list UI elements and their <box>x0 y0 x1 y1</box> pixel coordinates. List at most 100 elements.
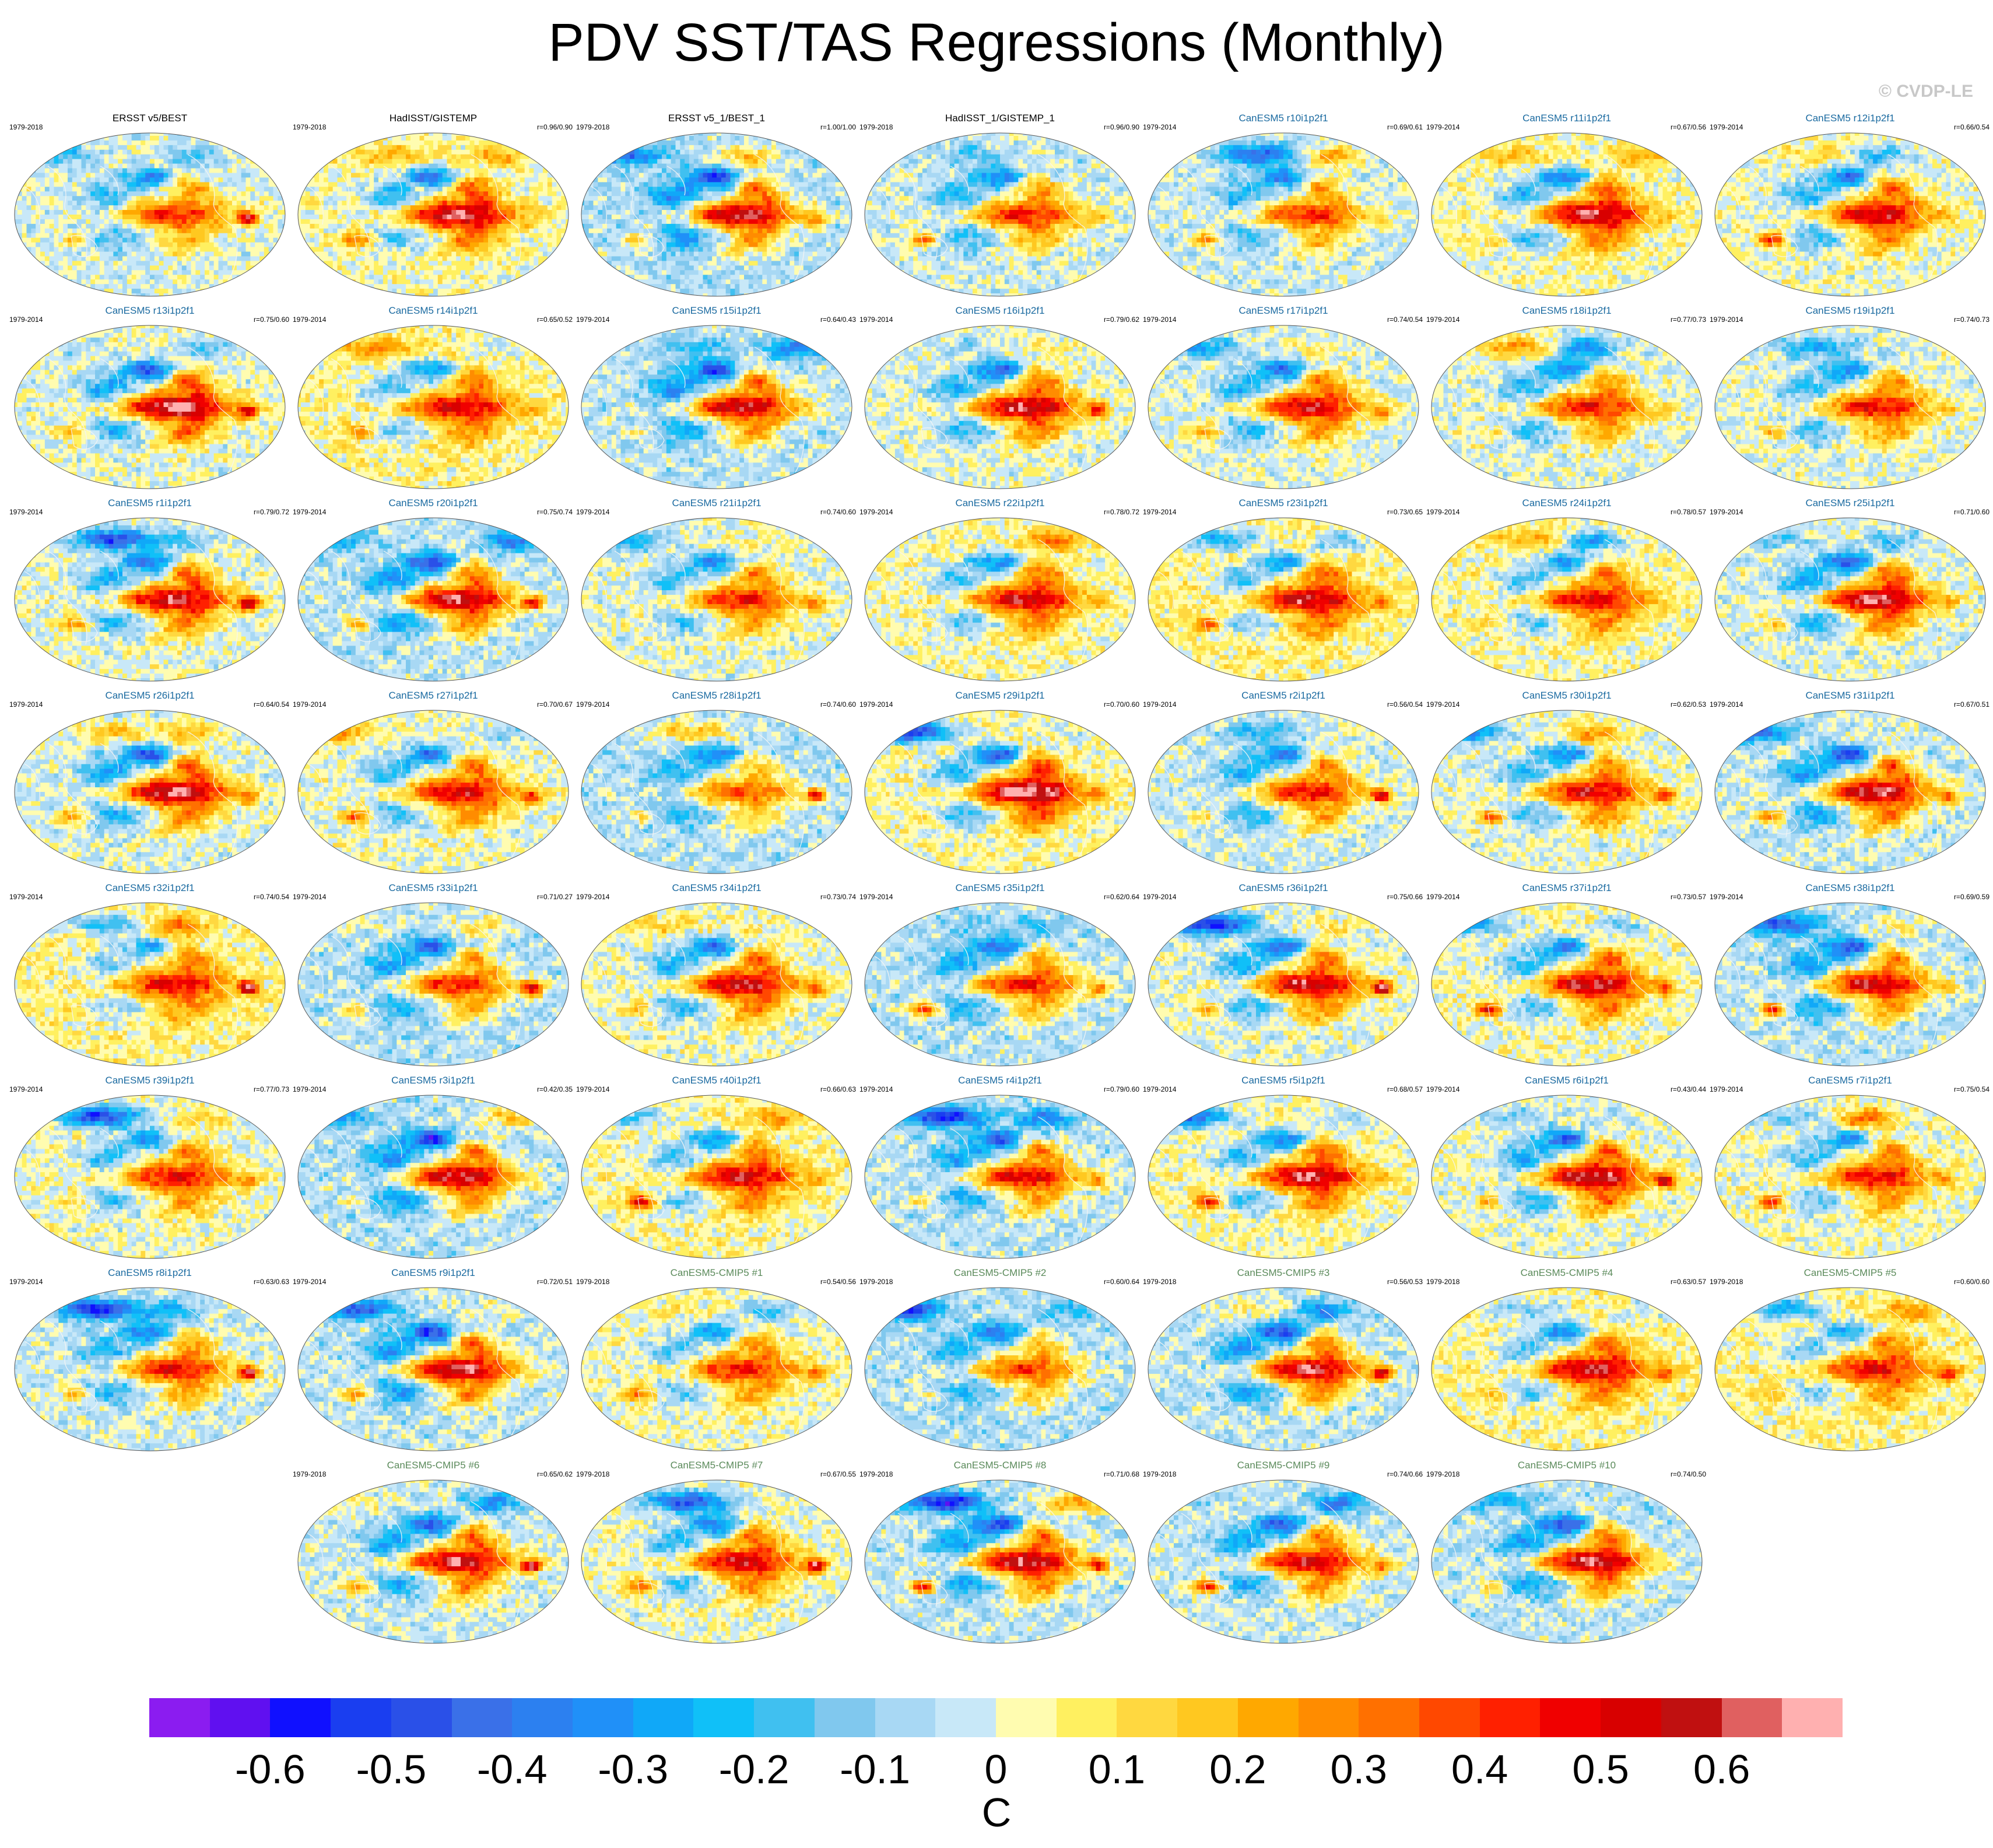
panel-correlation: r=0.77/0.73 <box>254 1085 289 1093</box>
regression-map <box>1713 516 1987 683</box>
panel-title: CanESM5-CMIP5 #5 <box>1708 1267 1992 1279</box>
panel-period: 1979-2014 <box>293 1085 326 1093</box>
map-panel: CanESM5 r13i1p2f1 1979-2014 r=0.75/0.60 <box>8 300 292 493</box>
panel-period: 1979-2014 <box>9 508 43 516</box>
map-panel: CanESM5 r36i1p2f1 1979-2014 r=0.75/0.66 <box>1142 878 1425 1070</box>
regression-map <box>580 324 854 490</box>
panel-period: 1979-2018 <box>576 1470 609 1478</box>
colorbar-tick-label: 0.4 <box>1451 1746 1508 1793</box>
regression-map <box>296 131 570 298</box>
panel-title: CanESM5 r12i1p2f1 <box>1708 113 1992 124</box>
panel-title: CanESM5 r28i1p2f1 <box>575 690 858 702</box>
regression-map <box>13 709 287 875</box>
regression-map <box>296 1286 570 1453</box>
colorbar-swatch <box>633 1698 694 1737</box>
panel-title: CanESM5 r4i1p2f1 <box>858 1075 1142 1086</box>
panel-title: CanESM5-CMIP5 #3 <box>1142 1267 1425 1279</box>
regression-map <box>1146 1093 1420 1260</box>
panel-period: 1979-2014 <box>1710 508 1743 516</box>
regression-map <box>1146 1478 1420 1645</box>
panel-period: 1979-2014 <box>576 508 609 516</box>
map-panel: CanESM5 r40i1p2f1 1979-2014 r=0.66/0.63 <box>575 1070 858 1263</box>
panel-correlation: r=0.62/0.64 <box>1104 893 1139 901</box>
colorbar-tick-label: -0.1 <box>840 1746 910 1793</box>
panel-correlation: r=0.78/0.72 <box>1104 508 1139 516</box>
regression-map <box>580 1478 854 1645</box>
panel-period: 1979-2014 <box>1143 893 1176 901</box>
regression-map <box>1146 324 1420 490</box>
regression-map <box>1713 324 1987 490</box>
panel-title: CanESM5-CMIP5 #9 <box>1142 1460 1425 1471</box>
panel-title: CanESM5 r27i1p2f1 <box>292 690 575 702</box>
panel-title: CanESM5 r8i1p2f1 <box>8 1267 292 1279</box>
colorbar-swatch <box>1177 1698 1238 1737</box>
panel-period: 1979-2018 <box>576 1278 609 1286</box>
regression-map <box>13 1286 287 1453</box>
colorbar-swatch <box>149 1698 210 1737</box>
panel-title: CanESM5 r26i1p2f1 <box>8 690 292 702</box>
panel-title: CanESM5 r7i1p2f1 <box>1708 1075 1992 1086</box>
regression-map <box>863 709 1137 875</box>
colorbar-swatch <box>1419 1698 1480 1737</box>
panel-period: 1979-2014 <box>9 315 43 324</box>
panel-period: 1979-2014 <box>1426 1085 1459 1093</box>
regression-map <box>863 131 1137 298</box>
panel-period: 1979-2014 <box>293 1278 326 1286</box>
panel-title: CanESM5 r13i1p2f1 <box>8 305 292 317</box>
colorbar-tick-label: -0.6 <box>235 1746 306 1793</box>
panel-correlation: r=0.56/0.53 <box>1387 1278 1423 1286</box>
panel-title: CanESM5-CMIP5 #2 <box>858 1267 1142 1279</box>
map-panel: CanESM5 r31i1p2f1 1979-2014 r=0.67/0.51 <box>1708 685 1992 878</box>
panel-title: CanESM5 r38i1p2f1 <box>1708 882 1992 894</box>
map-panel: CanESM5 r8i1p2f1 1979-2014 r=0.63/0.63 <box>8 1263 292 1455</box>
panel-correlation: r=0.75/0.60 <box>254 315 289 324</box>
panel-title: CanESM5 r19i1p2f1 <box>1708 305 1992 317</box>
map-panel: CanESM5 r39i1p2f1 1979-2014 r=0.77/0.73 <box>8 1070 292 1263</box>
map-panel: CanESM5 r19i1p2f1 1979-2014 r=0.74/0.73 <box>1708 300 1992 493</box>
panel-correlation: r=0.73/0.57 <box>1671 893 1706 901</box>
panel-title: CanESM5 r35i1p2f1 <box>858 882 1142 894</box>
regression-map <box>1713 709 1987 875</box>
colorbar-tick-label: 0.1 <box>1089 1746 1145 1793</box>
colorbar-tick-label: -0.5 <box>356 1746 427 1793</box>
panel-title: CanESM5-CMIP5 #6 <box>292 1460 575 1471</box>
panel-correlation: r=0.73/0.65 <box>1387 508 1423 516</box>
regression-map <box>1713 131 1987 298</box>
regression-map <box>13 131 287 298</box>
panel-title: CanESM5 r23i1p2f1 <box>1142 497 1425 509</box>
panel-title: CanESM5 r34i1p2f1 <box>575 882 858 894</box>
panel-period: 1979-2014 <box>1143 315 1176 324</box>
panel-period: 1979-2014 <box>1426 123 1459 131</box>
panel-period: 1979-2014 <box>576 315 609 324</box>
regression-map <box>1713 1286 1987 1453</box>
panel-title: CanESM5-CMIP5 #7 <box>575 1460 858 1471</box>
map-panel: CanESM5 r6i1p2f1 1979-2014 r=0.43/0.44 <box>1425 1070 1708 1263</box>
map-panel: CanESM5-CMIP5 #2 1979-2018 r=0.60/0.64 <box>858 1263 1142 1455</box>
panel-correlation: r=0.65/0.62 <box>537 1470 573 1478</box>
panel-title: CanESM5 r15i1p2f1 <box>575 305 858 317</box>
panel-correlation: r=0.63/0.63 <box>254 1278 289 1286</box>
panel-title: CanESM5-CMIP5 #10 <box>1425 1460 1708 1471</box>
map-panel: CanESM5 r25i1p2f1 1979-2014 r=0.71/0.60 <box>1708 493 1992 685</box>
panel-correlation: r=0.42/0.35 <box>537 1085 573 1093</box>
colorbar-swatch <box>391 1698 452 1737</box>
map-panel: CanESM5 r18i1p2f1 1979-2014 r=0.77/0.73 <box>1425 300 1708 493</box>
regression-map <box>1430 901 1704 1068</box>
panel-title: CanESM5 r3i1p2f1 <box>292 1075 575 1086</box>
panel-title: HadISST_1/GISTEMP_1 <box>858 113 1142 124</box>
panel-correlation: r=0.74/0.60 <box>820 700 856 709</box>
panel-period: 1979-2018 <box>576 123 609 131</box>
regression-map <box>296 901 570 1068</box>
panel-title: CanESM5 r1i1p2f1 <box>8 497 292 509</box>
panel-correlation: r=0.71/0.60 <box>1954 508 1990 516</box>
panel-period: 1979-2018 <box>1426 1278 1459 1286</box>
map-panel: CanESM5 r26i1p2f1 1979-2014 r=0.64/0.54 <box>8 685 292 878</box>
panel-title: ERSST v5_1/BEST_1 <box>575 113 858 124</box>
regression-map <box>1430 1478 1704 1645</box>
panel-title: CanESM5 r32i1p2f1 <box>8 882 292 894</box>
panel-title: CanESM5 r25i1p2f1 <box>1708 497 1992 509</box>
regression-map <box>1713 1093 1987 1260</box>
map-panel: CanESM5 r35i1p2f1 1979-2014 r=0.62/0.64 <box>858 878 1142 1070</box>
panel-period: 1979-2014 <box>9 700 43 709</box>
panel-title: CanESM5 r29i1p2f1 <box>858 690 1142 702</box>
